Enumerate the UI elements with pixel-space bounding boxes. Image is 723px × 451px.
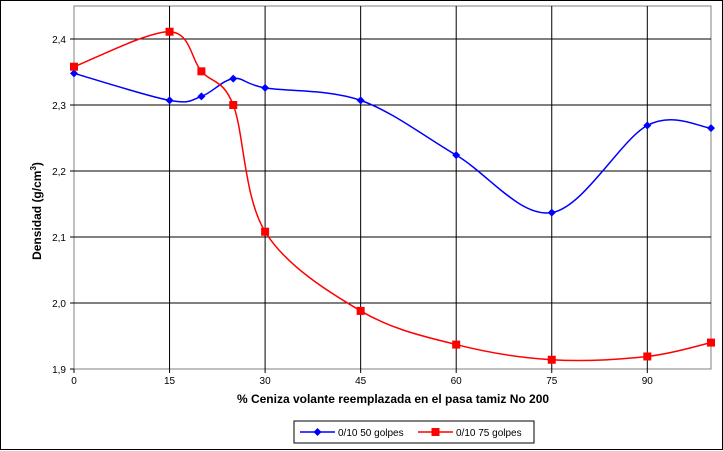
data-point-series-2	[197, 67, 206, 76]
x-axis-title: % Ceniza volante reemplazada en el pasa …	[237, 392, 549, 406]
legend-marker-diamond	[313, 428, 322, 436]
x-tick-label: 75	[546, 376, 558, 387]
x-tick-label: 60	[451, 376, 463, 387]
x-tick-label: 30	[260, 376, 272, 387]
data-point-series-2	[70, 62, 78, 71]
data-point-series-2	[165, 27, 174, 36]
series-line-2	[73, 30, 712, 362]
data-point-series-2	[229, 101, 238, 109]
x-tick-label: 45	[355, 376, 367, 387]
data-point-series-2	[261, 227, 270, 236]
data-point-series-1	[547, 208, 556, 217]
y-axis-title-close: )	[30, 162, 44, 166]
y-tick-label: 2,2	[52, 167, 66, 178]
y-tick-label: 2,1	[52, 233, 66, 244]
data-point-series-1	[70, 69, 78, 78]
legend: 0/10 50 golpes 0/10 75 golpes	[293, 420, 535, 444]
y-tick-labels: 1,9 2,0 2,1 2,2 2,3 2,4	[52, 35, 66, 376]
y-axis-title-main: Densidad (g/cm	[30, 171, 44, 260]
data-point-series-2	[356, 306, 365, 315]
x-tick-labels: 0 15 30 45 60 75 90	[71, 376, 653, 387]
y-axis-title-superscript: 3	[29, 166, 38, 171]
data-point-series-1	[356, 96, 365, 105]
legend-box	[293, 420, 535, 444]
y-tick-label: 2,4	[52, 35, 66, 46]
legend-label-series-2: 0/10 75 golpes	[456, 428, 522, 439]
data-point-series-1	[197, 92, 206, 101]
legend-marker-square	[431, 428, 440, 436]
x-tick-label: 90	[642, 376, 654, 387]
x-tick-label: 0	[71, 376, 77, 387]
data-point-series-1	[707, 124, 715, 133]
plot-area	[73, 5, 712, 370]
data-point-series-1	[261, 83, 270, 92]
x-tick-label: 15	[164, 376, 176, 387]
data-point-series-1	[165, 96, 174, 105]
data-point-series-1	[229, 74, 238, 83]
y-tick-label: 2,0	[52, 299, 66, 310]
legend-label-series-1: 0/10 50 golpes	[338, 428, 404, 439]
data-point-series-1	[643, 121, 652, 130]
data-point-series-2	[643, 352, 652, 361]
data-point-series-2	[452, 340, 461, 349]
y-tick-label: 1,9	[52, 365, 66, 376]
data-point-series-2	[707, 338, 715, 347]
series-markers	[70, 27, 715, 364]
y-axis-title: Densidad (g/cm3)	[29, 162, 44, 260]
y-tick-label: 2,3	[52, 101, 66, 112]
data-point-series-2	[547, 355, 556, 364]
data-point-series-1	[452, 151, 461, 160]
